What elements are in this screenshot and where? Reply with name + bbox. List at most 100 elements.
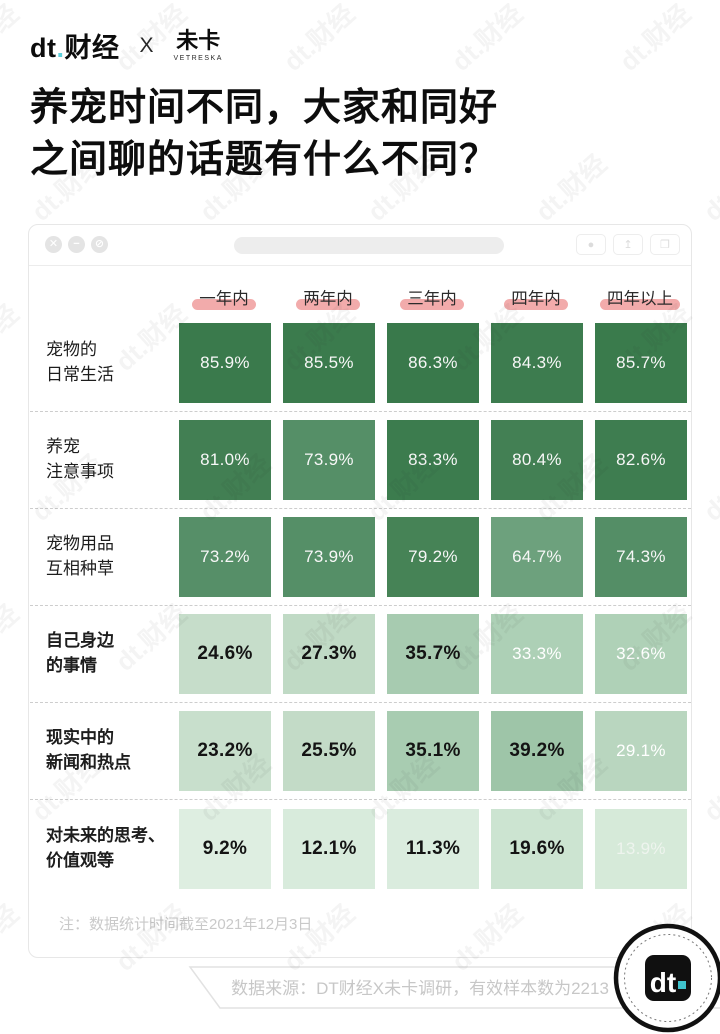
value-cell: 85.9% — [179, 323, 271, 403]
value-cell: 23.2% — [179, 711, 271, 791]
value-cell: 35.7% — [387, 614, 479, 694]
watermark-text: dt.财经 — [0, 298, 25, 377]
heatmap-rows: 宠物的 日常生活 85.9% 85.5% 86.3% 84.3% 85.7% 养宠 注意事项… — [30, 315, 691, 897]
heatmap-row: 养宠 注意事项 81.0% 73.9% 83.3% 80.4% 82.6% — [30, 412, 691, 509]
watermark-text: dt.财经 — [697, 448, 720, 527]
badge-dot-icon — [678, 981, 686, 989]
value-cell: 12.1% — [283, 808, 375, 889]
copy-icon: ❐ — [660, 239, 670, 251]
column-header-label: 两年内 — [303, 290, 353, 308]
pink-highlight-pill — [600, 299, 680, 310]
source-banner-shape — [188, 966, 720, 1009]
badge-square — [645, 955, 691, 1001]
heatmap-row: 宠物的 日常生活 85.9% 85.5% 86.3% 84.3% 85.7% — [30, 315, 691, 412]
value-cell: 25.5% — [283, 711, 375, 791]
value-cell: 74.3% — [595, 517, 687, 597]
value-cell: 83.3% — [387, 420, 479, 500]
window-controls-right: ● ↥ ❐ — [576, 234, 680, 255]
vetreska-logo-name: 未卡 — [176, 27, 221, 53]
pink-highlight-pill — [400, 299, 464, 310]
copy-button[interactable]: ❐ — [650, 234, 680, 255]
value-cell: 27.3% — [283, 614, 375, 694]
value-cell: 9.2% — [179, 808, 271, 889]
column-header: 四年以上 — [594, 285, 686, 310]
watermark-text: dt.财经 — [697, 748, 720, 827]
value-cell: 73.9% — [283, 517, 375, 597]
value-cell: 29.1% — [595, 711, 687, 791]
pink-highlight-pill — [504, 299, 568, 310]
dt-logo-word: dt — [30, 33, 57, 63]
column-header: 三年内 — [386, 285, 478, 310]
value-cell: 24.6% — [179, 614, 271, 694]
row-label: 宠物用品 互相种草 — [46, 534, 114, 578]
heatmap-row: 现实中的 新闻和热点 23.2% 25.5% 35.1% 39.2% 29.1% — [30, 703, 691, 800]
share-button[interactable]: ↥ — [613, 234, 643, 255]
watermark-text: dt.财经 — [0, 598, 25, 677]
source-banner: 数据来源：DT财经X未卡调研，有效样本数为2213 — [188, 966, 720, 1009]
value-cell: 82.6% — [595, 420, 687, 500]
dt-caijing-logo: dt.财经 — [30, 26, 120, 65]
value-cell: 79.2% — [387, 517, 479, 597]
badge-word: dt — [650, 967, 676, 998]
share-icon: ↥ — [623, 239, 633, 251]
page-title: 养宠时间不同，大家和同好 之间聊的话题有什么不同？ — [30, 87, 499, 182]
watermark-text: dt.财经 — [697, 148, 720, 227]
row-label: 宠物的 日常生活 — [46, 340, 114, 384]
watermark-text: dt.财经 — [445, 0, 529, 77]
row-label: 对未来的思考、 价值观等 — [46, 825, 165, 870]
value-cell: 32.6% — [595, 614, 687, 694]
address-bar[interactable] — [234, 237, 504, 254]
heatmap-row: 宠物用品 互相种草 73.2% 73.9% 79.2% 64.7% 74.3% — [30, 509, 691, 606]
watermark-text: dt.财经 — [613, 0, 697, 77]
badge-dotted-ring — [624, 934, 712, 1022]
window-titlebar: ✕ − ⊘ ● ↥ ❐ — [29, 225, 691, 266]
record-button[interactable]: ● — [576, 234, 606, 255]
column-header: 一年内 — [178, 285, 270, 310]
value-cell: 73.9% — [283, 420, 375, 500]
heatmap-row: 自己身边 的事情 24.6% 27.3% 35.7% 33.3% 32.6% — [30, 606, 691, 703]
row-label: 养宠 注意事项 — [46, 437, 114, 481]
watermark-text: dt.财经 — [529, 148, 613, 227]
row-label: 自己身边 的事情 — [46, 631, 114, 675]
value-cell: 64.7% — [491, 517, 583, 597]
row-label: 现实中的 新闻和热点 — [46, 728, 131, 772]
source-text: 数据来源：DT财经X未卡调研，有效样本数为2213 — [231, 979, 609, 998]
record-icon: ● — [587, 238, 595, 251]
column-header: 两年内 — [282, 285, 374, 310]
value-cell: 13.9% — [595, 808, 687, 889]
value-cell: 11.3% — [387, 808, 479, 889]
value-cell: 86.3% — [387, 323, 479, 403]
minimize-icon[interactable]: − — [68, 236, 85, 253]
value-cell: 39.2% — [491, 711, 583, 791]
window-controls-left: ✕ − ⊘ — [45, 236, 108, 253]
dt-logo-name: 财经 — [64, 33, 120, 63]
column-header-label: 四年内 — [511, 290, 561, 308]
value-cell: 35.1% — [387, 711, 479, 791]
block-icon[interactable]: ⊘ — [91, 236, 108, 253]
value-cell: 81.0% — [179, 420, 271, 500]
vetreska-logo-sub: VETRESKA — [173, 54, 223, 62]
collab-x-separator: X — [139, 33, 154, 57]
pink-highlight-pill — [296, 299, 360, 310]
close-icon[interactable]: ✕ — [45, 236, 62, 253]
column-header-label: 一年内 — [199, 290, 249, 308]
value-cell: 85.5% — [283, 323, 375, 403]
dt-logo-dot-icon: . — [56, 33, 65, 63]
watermark-text: dt.财经 — [277, 0, 361, 77]
vetreska-logo: 未卡 VETRESKA — [173, 27, 223, 62]
column-header: 四年内 — [490, 285, 582, 310]
footnote: 注：数据统计时间截至2021年12月3日 — [59, 916, 313, 933]
value-cell: 85.7% — [595, 323, 687, 403]
watermark-text: dt.财经 — [0, 0, 25, 77]
heatmap-row: 对未来的思考、 价值观等 9.2% 12.1% 11.3% 19.6% 13.9% — [30, 800, 691, 897]
column-header-label: 四年以上 — [607, 290, 673, 308]
column-header-label: 三年内 — [407, 290, 457, 308]
value-cell: 80.4% — [491, 420, 583, 500]
pink-highlight-pill — [192, 299, 256, 310]
value-cell: 73.2% — [179, 517, 271, 597]
value-cell: 33.3% — [491, 614, 583, 694]
value-cell: 84.3% — [491, 323, 583, 403]
value-cell: 19.6% — [491, 808, 583, 889]
column-headers: 一年内 两年内 三年内 四年内 四年以上 — [178, 285, 686, 310]
